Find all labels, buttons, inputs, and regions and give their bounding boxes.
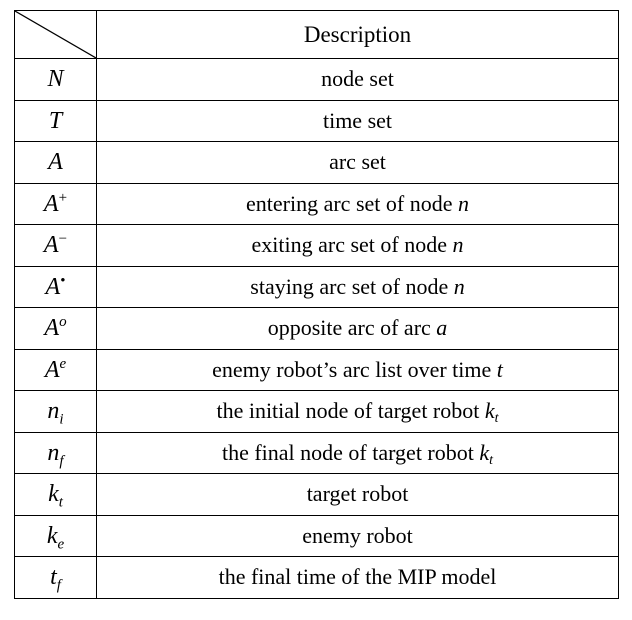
description-variable-base: a: [436, 315, 448, 341]
table-row: kt target robot: [14, 473, 619, 516]
table-row: Ae enemy robot’s arc list over time t: [14, 348, 619, 391]
symbol-cell: N: [14, 58, 97, 101]
description-cell: staying arc set of node n: [96, 265, 619, 308]
description-cell: the final time of the MIP model: [96, 556, 619, 599]
description-cell: enemy robot’s arc list over time t: [96, 348, 619, 391]
symbol-base: A: [43, 190, 59, 217]
description-text: staying arc set of node: [250, 273, 454, 299]
symbol-cell: ke: [14, 514, 97, 557]
symbol-cell: ni: [14, 390, 97, 433]
symbol-base: T: [48, 107, 63, 134]
description-cell: the initial node of target robot kt: [96, 390, 619, 433]
description-cell: target robot: [96, 473, 619, 516]
description-cell: time set: [96, 99, 619, 142]
symbol-subscript: i: [59, 411, 64, 428]
diagonal-corner-cell: [14, 10, 97, 59]
symbol-base: A: [43, 232, 59, 259]
symbol-base: A: [45, 273, 61, 300]
description-cell: exiting arc set of node n: [96, 224, 619, 267]
symbol-superscript: +: [58, 189, 68, 206]
symbol-subscript: f: [59, 453, 64, 469]
description-cell: arc set: [96, 141, 619, 184]
table-row: ni the initial node of target robot kt: [14, 390, 619, 433]
symbol-cell: Ae: [14, 348, 97, 391]
description-variable-subscript: t: [489, 452, 494, 468]
description-cell: the final node of target robot kt: [96, 431, 619, 474]
symbol-subscript: e: [57, 536, 65, 552]
table-row: A• staying arc set of node n: [14, 265, 619, 308]
description-variable-base: t: [496, 356, 503, 382]
description-text: arc set: [329, 149, 386, 175]
symbol-superscript: −: [58, 231, 68, 248]
description-text: the initial node of target robot: [216, 398, 485, 424]
description-variable-base: n: [457, 190, 469, 216]
description-text: entering arc set of node: [246, 190, 458, 216]
table-row: tf the final time of the MIP model: [14, 556, 619, 599]
description-variable-base: k: [479, 439, 490, 465]
table-row: A− exiting arc set of node n: [14, 224, 619, 267]
description-text: enemy robot’s arc list over time: [212, 356, 497, 382]
symbol-base: n: [47, 398, 60, 425]
description-text: target robot: [306, 481, 409, 507]
symbol-cell: nf: [14, 431, 97, 474]
table-row: ke enemy robot: [14, 514, 619, 557]
diagonal-line: [15, 11, 96, 58]
symbol-cell: A•: [14, 265, 97, 308]
symbol-base: t: [50, 564, 57, 591]
symbol-base: n: [47, 439, 60, 466]
symbol-cell: kt: [14, 473, 97, 516]
description-variable: n: [454, 274, 465, 299]
description-variable-base: n: [452, 232, 464, 258]
description-text: exiting arc set of node: [251, 232, 453, 258]
description-text: the final time of the MIP model: [218, 564, 497, 590]
table-row: nf the final node of target robot kt: [14, 431, 619, 474]
description-cell: enemy robot: [96, 514, 619, 557]
description-text: enemy robot: [302, 522, 413, 548]
symbol-subscript: t: [58, 494, 63, 511]
description-cell: entering arc set of node n: [96, 182, 619, 225]
description-header: Description: [96, 10, 619, 59]
symbol-base: A: [48, 149, 63, 176]
symbol-superscript: •: [60, 272, 66, 289]
symbol-base: N: [47, 66, 64, 93]
description-variable-subscript: t: [494, 411, 499, 427]
description-cell: node set: [96, 58, 619, 101]
symbol-base: k: [48, 481, 59, 508]
description-variable: kt: [479, 439, 494, 468]
description-text: the final node of target robot: [221, 439, 480, 465]
description-text: node set: [321, 66, 394, 92]
description-text: time set: [322, 107, 393, 133]
table-row: Ao opposite arc of arc a: [14, 307, 619, 350]
symbol-cell: A−: [14, 224, 97, 267]
description-variable: n: [453, 232, 464, 257]
symbol-cell: tf: [14, 556, 97, 599]
description-variable: n: [458, 191, 469, 216]
symbol-subscript: f: [56, 577, 61, 594]
description-variable: kt: [484, 398, 499, 427]
symbol-cell: A+: [14, 182, 97, 225]
description-variable-base: k: [484, 398, 495, 424]
symbol-base: A: [44, 356, 60, 383]
symbol-cell: T: [14, 99, 97, 142]
description-text: opposite arc of arc: [267, 315, 437, 341]
symbol-base: k: [46, 522, 58, 549]
description-variable: a: [436, 315, 447, 340]
description-variable-base: n: [453, 273, 465, 299]
symbol-superscript: e: [59, 355, 67, 372]
symbol-cell: A: [14, 141, 97, 184]
header-row: Description: [14, 10, 619, 59]
symbol-cell: Ao: [14, 307, 97, 350]
table-row: A+ entering arc set of node n: [14, 182, 619, 225]
symbol-base: A: [44, 315, 60, 342]
description-variable: t: [497, 357, 503, 382]
description-cell: opposite arc of arc a: [96, 307, 619, 350]
symbol-superscript: o: [59, 314, 67, 331]
